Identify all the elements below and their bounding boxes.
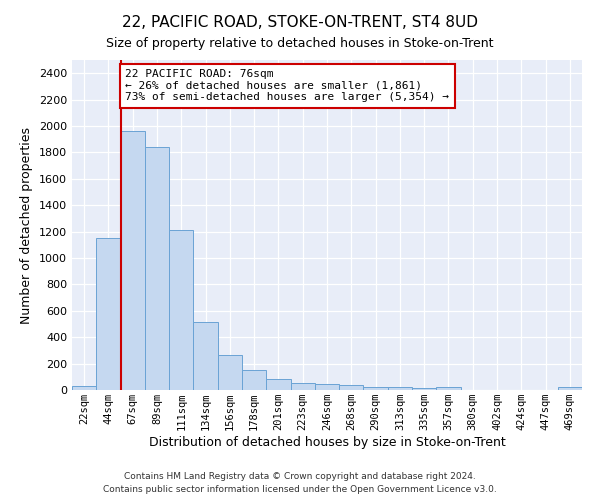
Y-axis label: Number of detached properties: Number of detached properties [20,126,34,324]
Bar [290,384,315,390]
Bar [315,384,339,390]
Bar [169,230,193,390]
Bar [364,387,388,390]
Text: Contains public sector information licensed under the Open Government Licence v3: Contains public sector information licen… [103,485,497,494]
Bar [193,322,218,390]
Bar [388,388,412,390]
Bar [145,147,169,390]
Text: 22, PACIFIC ROAD, STOKE-ON-TRENT, ST4 8UD: 22, PACIFIC ROAD, STOKE-ON-TRENT, ST4 8U… [122,15,478,30]
Bar [218,355,242,390]
Text: Contains HM Land Registry data © Crown copyright and database right 2024.: Contains HM Land Registry data © Crown c… [124,472,476,481]
Bar [436,388,461,390]
Bar [339,384,364,390]
Bar [96,238,121,390]
Bar [72,386,96,390]
Bar [266,380,290,390]
Bar [242,370,266,390]
Bar [412,388,436,390]
Text: Size of property relative to detached houses in Stoke-on-Trent: Size of property relative to detached ho… [106,38,494,51]
Bar [558,388,582,390]
X-axis label: Distribution of detached houses by size in Stoke-on-Trent: Distribution of detached houses by size … [149,436,505,449]
Bar [121,132,145,390]
Text: 22 PACIFIC ROAD: 76sqm
← 26% of detached houses are smaller (1,861)
73% of semi-: 22 PACIFIC ROAD: 76sqm ← 26% of detached… [125,69,449,102]
